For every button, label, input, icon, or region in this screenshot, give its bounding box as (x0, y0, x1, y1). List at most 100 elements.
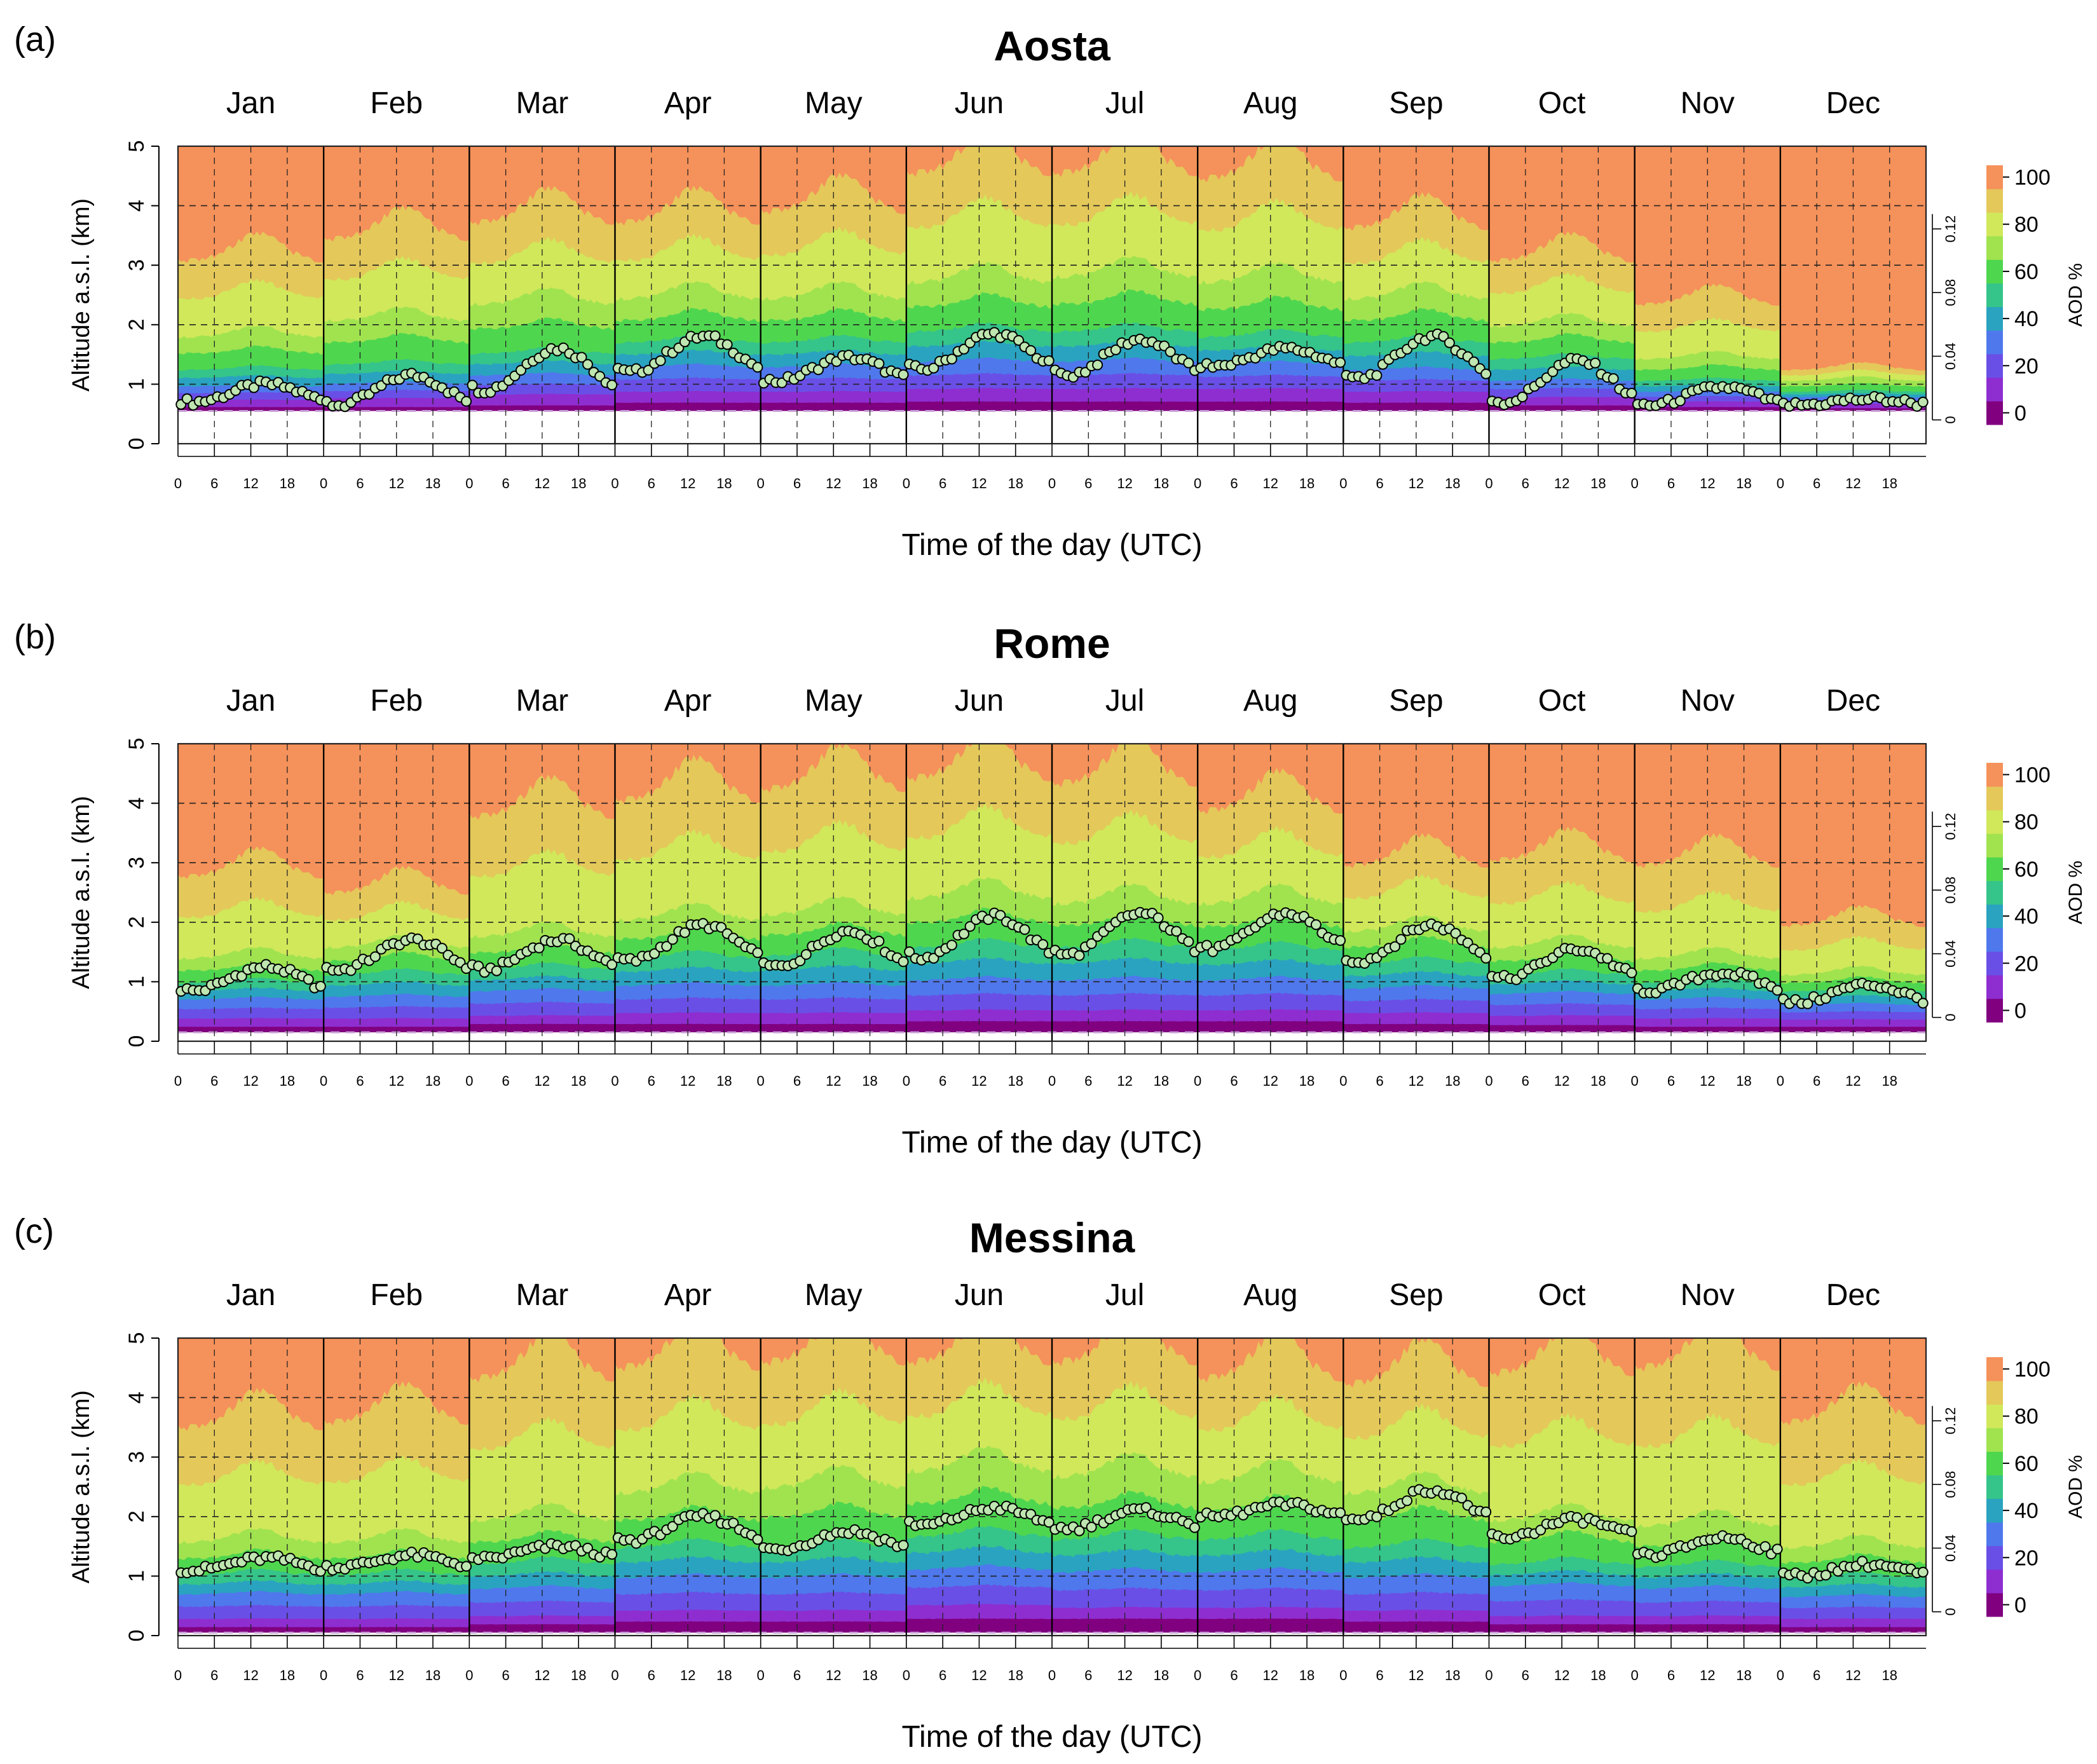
x-tick-label: 18 (716, 1667, 732, 1683)
month-label-nov: Nov (1681, 1278, 1735, 1312)
mlh-point (1019, 924, 1030, 935)
x-tick-label: 12 (243, 1073, 258, 1089)
x-tick-label: 6 (648, 1073, 655, 1089)
month-label-nov: Nov (1681, 86, 1735, 120)
mlh-point (721, 339, 733, 350)
month-label-aug: Aug (1243, 1278, 1297, 1312)
mlh-point (1371, 370, 1383, 381)
colorbar-swatch (1986, 189, 2003, 213)
mlh-point (1152, 912, 1164, 924)
x-axis-label: Time of the day (UTC) (902, 1720, 1203, 1754)
x-tick-label: 12 (1554, 475, 1569, 491)
mlh-point (661, 941, 673, 952)
mlh-point (1517, 392, 1528, 402)
mlh-markers (175, 1484, 1929, 1584)
x-tick-label: 12 (826, 475, 841, 491)
x-tick-label: 18 (1008, 1667, 1023, 1683)
x-tick-label: 18 (862, 475, 877, 491)
month-label-jan: Jan (226, 684, 275, 718)
mlh-point (1608, 373, 1619, 384)
mlh-point (1201, 940, 1212, 951)
x-tick-label: 6 (1522, 1073, 1529, 1089)
colorbar-swatch (1986, 1428, 2003, 1452)
colorbar-swatch (1986, 786, 2003, 810)
mlh-point (1444, 337, 1455, 348)
x-tick-label: 18 (1736, 1667, 1751, 1683)
colorbar-swatch (1986, 763, 2003, 787)
x-tick-label: 0 (1339, 475, 1347, 491)
x-tick-label: 6 (356, 1073, 364, 1089)
x-tick-label: 12 (243, 1667, 258, 1683)
panel-title: Rome (994, 620, 1110, 667)
mlh-point (1310, 919, 1322, 931)
x-tick-label: 12 (971, 1667, 987, 1683)
x-tick-label: 12 (535, 1073, 550, 1089)
x-tick-label: 6 (1522, 475, 1529, 491)
x-tick-label: 0 (903, 1667, 910, 1683)
x-tick-label: 12 (1409, 1073, 1424, 1089)
colorbar (1932, 763, 2009, 1023)
mlh-point (752, 1534, 763, 1545)
x-tick-label: 6 (1376, 475, 1384, 491)
y-tick-label: 5 (125, 738, 149, 750)
x-tick-label: 18 (1590, 475, 1606, 491)
month-label-jan: Jan (226, 86, 275, 120)
x-tick-label: 6 (939, 475, 946, 491)
y-tick-label: 4 (125, 797, 149, 809)
aod-tick-label: 0 (1943, 1608, 1958, 1615)
mlh-point (1456, 1493, 1467, 1504)
x-tick-label: 6 (793, 1073, 801, 1089)
month-label-jun: Jun (955, 1278, 1004, 1312)
mlh-point (795, 955, 806, 967)
mlh-point (181, 393, 193, 404)
mlh-point (752, 362, 763, 373)
mlh-point (946, 353, 957, 365)
mlh-point (1183, 357, 1194, 369)
x-tick-label: 18 (1590, 1667, 1606, 1683)
colorbar-swatch (1986, 353, 2003, 378)
month-label-mar: Mar (516, 86, 569, 120)
x-tick-label: 0 (1194, 1073, 1201, 1089)
month-label-dec: Dec (1826, 1278, 1880, 1312)
x-tick-label: 18 (425, 1073, 441, 1089)
x-tick-label: 0 (174, 1073, 182, 1089)
x-tick-label: 12 (680, 1073, 695, 1089)
colorbar-title: AOD % (2065, 1455, 2086, 1519)
aod-tick-label: 0.12 (1943, 813, 1958, 840)
x-tick-label: 18 (280, 475, 295, 491)
mlh-point (1013, 335, 1024, 346)
x-tick-label: 18 (425, 475, 441, 491)
mlh-point (946, 940, 957, 951)
y-tick-label: 5 (125, 140, 149, 153)
mlh-point (582, 359, 593, 370)
mlh-point (1547, 366, 1559, 378)
x-tick-label: 12 (389, 1073, 404, 1089)
mlh-point (1390, 941, 1400, 952)
colorbar (1932, 1357, 2009, 1617)
x-tick-label: 6 (502, 475, 510, 491)
colorbar-swatch (1986, 1592, 2003, 1617)
mlh-point (236, 971, 247, 982)
x-tick-label: 0 (1194, 475, 1201, 491)
x-tick-label: 0 (611, 475, 618, 491)
colorbar-swatch (1986, 165, 2003, 189)
mlh-point (1335, 935, 1346, 946)
y-tick-label: 3 (125, 259, 149, 271)
colorbar-swatch (1986, 330, 2003, 355)
x-tick-label: 12 (826, 1667, 841, 1683)
mlh-point (1335, 357, 1346, 368)
x-tick-label: 0 (1631, 1667, 1639, 1683)
colorbar-swatch (1986, 998, 2003, 1023)
mlh-point (959, 928, 969, 940)
x-tick-label: 18 (1445, 475, 1460, 491)
colorbar-swatch (1986, 833, 2003, 858)
mlh-point (1140, 1502, 1152, 1513)
x-tick-label: 6 (1084, 475, 1092, 491)
x-tick-label: 18 (716, 475, 732, 491)
colorbar-tick-label: 100 (2014, 763, 2051, 788)
month-label-oct: Oct (1538, 684, 1586, 718)
y-tick-label: 0 (125, 438, 149, 450)
panel-label: (b) (14, 618, 56, 656)
x-tick-label: 12 (535, 1667, 550, 1683)
month-label-apr: Apr (664, 684, 712, 718)
